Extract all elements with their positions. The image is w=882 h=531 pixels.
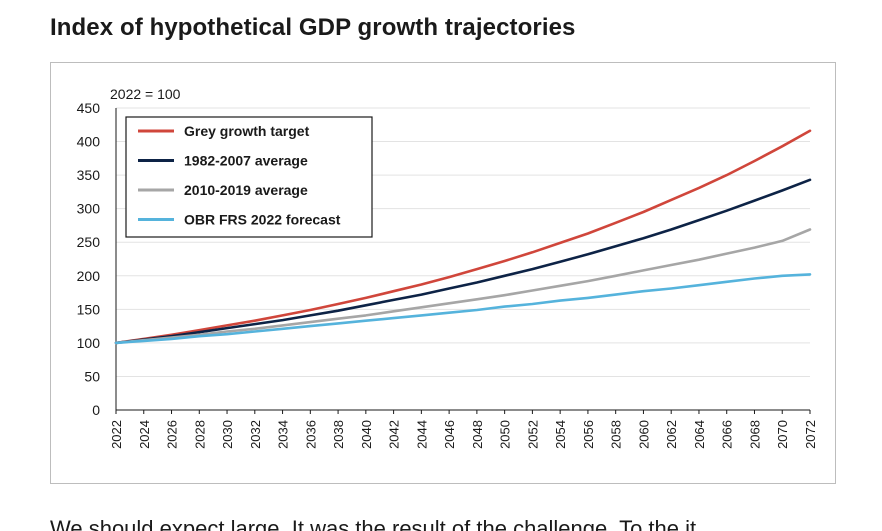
x-tick-label: 2044 (414, 420, 429, 449)
x-tick-label: 2046 (442, 420, 457, 449)
series-line (114, 273, 812, 345)
y-tick-label: 400 (77, 134, 101, 150)
body-text-cropped: We should expect large. It was the resul… (50, 516, 697, 531)
line-chart: 0 50 100 150 200 250 300 350 400 450 2022 2024 2026 2… (77, 86, 818, 449)
series-layer (114, 129, 812, 345)
x-tick-label: 2058 (609, 420, 624, 449)
y-tick-label: 100 (77, 335, 101, 351)
x-tick-label: 2056 (581, 420, 596, 449)
y-tick-label: 200 (77, 268, 101, 284)
x-tick-label: 2026 (165, 420, 180, 449)
x-tick-label: 2072 (803, 420, 818, 449)
y-tick-label: 0 (92, 402, 100, 418)
y-tick-label: 300 (77, 201, 101, 217)
y-tick-label: 50 (84, 368, 100, 384)
x-tick-label: 2066 (720, 420, 735, 449)
legend-label: OBR FRS 2022 forecast (184, 212, 341, 228)
y-tick-label: 150 (77, 301, 101, 317)
x-tick-label: 2068 (747, 420, 762, 449)
legend: Grey growth target 1982-2007 average 2010-… (125, 116, 373, 238)
x-tick-label: 2036 (303, 420, 318, 449)
x-tick-label: 2054 (553, 420, 568, 449)
series-line (114, 129, 812, 345)
series-line (114, 228, 812, 345)
x-tick-label: 2030 (220, 420, 235, 449)
x-tick-label: 2042 (387, 420, 402, 449)
axis-layer: 0 50 100 150 200 250 300 350 400 450 2022 2024 2026 2… (77, 100, 818, 449)
x-tick-label: 2028 (192, 420, 207, 449)
x-tick-label: 2038 (331, 420, 346, 449)
y-axis-unit-label: 2022 = 100 (110, 86, 181, 102)
x-tick-label: 2022 (109, 420, 124, 449)
x-tick-label: 2052 (525, 420, 540, 449)
series-line (114, 178, 812, 345)
y-tick-label: 450 (77, 100, 101, 116)
grid-layer (116, 107, 810, 377)
x-tick-label: 2040 (359, 420, 374, 449)
x-tick-label: 2060 (636, 420, 651, 449)
x-tick-label: 2050 (498, 420, 513, 449)
legend-label: Grey growth target (184, 123, 310, 139)
x-tick-label: 2064 (692, 420, 707, 449)
legend-label: 2010-2019 average (184, 182, 308, 198)
legend-label: 1982-2007 average (184, 153, 308, 169)
x-tick-label: 2070 (775, 420, 790, 449)
x-tick-label: 2024 (137, 420, 152, 449)
chart-frame (50, 62, 836, 484)
x-tick-label: 2034 (276, 420, 291, 449)
y-tick-label: 350 (77, 167, 101, 183)
y-tick-label: 250 (77, 234, 101, 250)
chart-title: Index of hypothetical GDP growth traject… (50, 14, 576, 41)
legend-box (125, 116, 373, 238)
x-tick-label: 2062 (664, 420, 679, 449)
x-tick-label: 2048 (470, 420, 485, 449)
x-tick-label: 2032 (248, 420, 263, 449)
